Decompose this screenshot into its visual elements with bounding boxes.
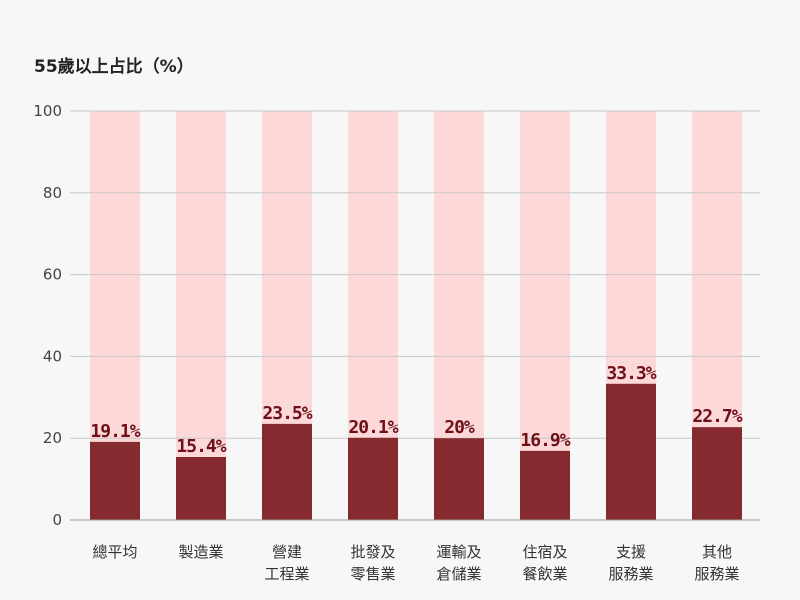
data-label: 20%	[444, 417, 475, 438]
x-tick-label: 批發及	[350, 543, 395, 561]
data-label: 23.5%	[262, 403, 312, 424]
bar	[176, 457, 226, 520]
data-label: 20.1%	[348, 417, 398, 438]
x-tick-label: 服務業	[608, 565, 653, 583]
x-tick-label: 服務業	[694, 565, 739, 583]
x-tick-label: 總平均	[92, 543, 137, 561]
background-bar	[176, 111, 226, 520]
bar	[90, 441, 140, 520]
x-tick-label: 其他	[702, 543, 732, 561]
x-tick-label: 餐飲業	[522, 565, 567, 583]
data-label: 16.9%	[520, 430, 570, 451]
data-label: 22.7%	[692, 406, 742, 427]
bar	[520, 450, 570, 520]
x-tick-label: 零售業	[350, 565, 395, 583]
x-tick-label: 住宿及	[522, 543, 567, 561]
y-tick-label: 20	[43, 429, 62, 447]
bar	[692, 427, 742, 520]
y-axis-label: 55歲以上占比（%）	[34, 57, 194, 77]
bar	[348, 437, 398, 520]
bar	[606, 383, 656, 520]
x-tick-label: 營建	[272, 543, 302, 561]
data-label: 33.3%	[606, 363, 656, 384]
data-label: 19.1%	[90, 421, 140, 442]
y-tick-label: 40	[43, 347, 62, 365]
data-label: 15.4%	[176, 436, 226, 457]
x-tick-label: 倉儲業	[436, 565, 481, 583]
bar	[434, 438, 484, 520]
y-tick-label: 80	[43, 184, 62, 202]
y-tick-label: 60	[43, 266, 62, 284]
x-tick-label: 工程業	[264, 565, 309, 583]
y-tick-label: 0	[52, 511, 62, 529]
x-tick-label: 製造業	[178, 543, 223, 561]
bar	[262, 423, 312, 520]
x-tick-label: 支援	[616, 543, 646, 561]
x-tick-label: 運輸及	[436, 543, 481, 561]
y-tick-label: 100	[33, 102, 62, 120]
